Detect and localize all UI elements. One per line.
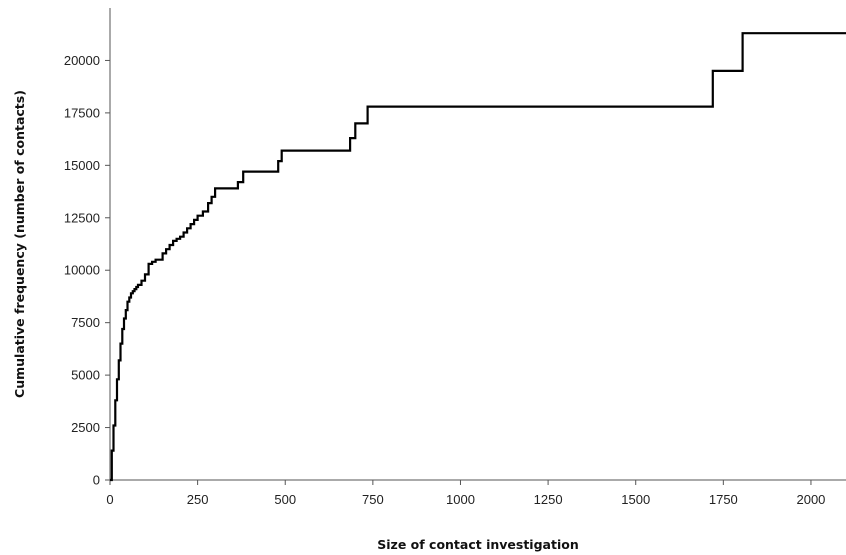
x-tick-label: 750 <box>362 492 384 507</box>
x-ticks: 0 250 500 750 1000 1250 1500 1750 2000 <box>106 480 825 507</box>
y-tick-label: 20000 <box>64 53 100 68</box>
y-tick-label: 10000 <box>64 263 100 278</box>
y-tick-label: 17500 <box>64 105 100 120</box>
y-tick-label: 2500 <box>71 420 100 435</box>
x-tick-label: 0 <box>106 492 113 507</box>
x-tick-label: 1000 <box>446 492 475 507</box>
y-tick-label: 5000 <box>71 368 100 383</box>
x-tick-label: 250 <box>187 492 209 507</box>
x-axis-title: Size of contact investigation <box>377 537 578 552</box>
cumulative-step-line <box>110 32 846 482</box>
y-tick-label: 15000 <box>64 158 100 173</box>
x-tick-label: 1750 <box>709 492 738 507</box>
x-tick-label: 1500 <box>621 492 650 507</box>
y-ticks: 0 2500 5000 7500 10000 12500 15000 17500 20000 <box>64 53 110 488</box>
axes <box>109 8 846 481</box>
y-tick-label: 0 <box>93 473 100 488</box>
x-tick-label: 500 <box>274 492 296 507</box>
x-tick-label: 2000 <box>796 492 825 507</box>
x-tick-label: 1250 <box>534 492 563 507</box>
y-axis-title: Cumulative frequency (number of contacts… <box>12 90 27 398</box>
y-tick-label: 7500 <box>71 315 100 330</box>
y-tick-label: 12500 <box>64 210 100 225</box>
